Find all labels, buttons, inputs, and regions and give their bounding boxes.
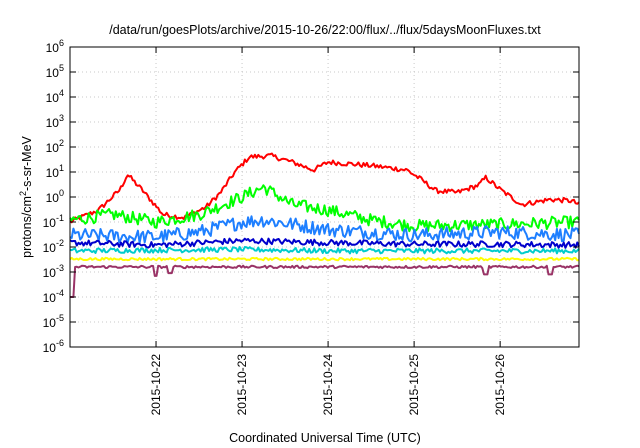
y-tick-base: 10 — [43, 341, 57, 355]
x-axis-label: Coordinated Universal Time (UTC) — [229, 431, 421, 445]
y-tick-base: 10 — [46, 41, 60, 55]
y-tick-label: 10-5 — [43, 313, 64, 330]
y-tick-label: 106 — [46, 38, 64, 55]
chart-title: /data/run/goesPlots/archive/2015-10-26/2… — [109, 23, 541, 37]
y-tick-label: 101 — [46, 163, 64, 180]
x-tick-label: 2015-10-22 — [149, 354, 163, 416]
y-tick-exponent: 0 — [59, 188, 64, 198]
y-tick-label: 104 — [46, 88, 64, 105]
series-line — [69, 237, 580, 249]
series-line — [69, 152, 580, 224]
y-tick-base: 10 — [43, 291, 57, 305]
y-tick-label: 10-4 — [43, 288, 64, 305]
y-tick-label: 10-3 — [43, 263, 64, 280]
y-tick-base: 10 — [46, 141, 60, 155]
series-line — [69, 184, 580, 233]
y-tick-exponent: -5 — [56, 313, 64, 323]
y-tick-exponent: 4 — [59, 88, 64, 98]
series-line — [69, 256, 580, 262]
y-tick-base: 10 — [46, 166, 60, 180]
y-tick-exponent: -2 — [56, 238, 64, 248]
y-axis-label: protons/cm2-s-sr-MeV — [18, 135, 34, 257]
grid-lines — [70, 47, 579, 347]
x-tick-label: 2015-10-26 — [493, 354, 507, 416]
y-tick-base: 10 — [43, 216, 57, 230]
x-axis-ticks: 2015-10-22 2015-10-23 2015-10-24 2015-10-25… — [149, 47, 507, 415]
series-line — [70, 264, 580, 298]
y-tick-label: 10-1 — [43, 213, 64, 230]
y-tick-label: 10-6 — [43, 338, 64, 355]
y-axis-label-rest: -s-sr-MeV — [20, 135, 34, 191]
y-tick-base: 10 — [46, 191, 60, 205]
data-series — [69, 152, 580, 298]
y-tick-exponent: 1 — [59, 163, 64, 173]
y-tick-label: 103 — [46, 113, 64, 130]
y-tick-exponent: -6 — [56, 338, 64, 348]
y-tick-label: 100 — [46, 188, 64, 205]
x-tick-label: 2015-10-25 — [407, 354, 421, 416]
y-axis-label-sup: 2 — [18, 191, 28, 196]
x-tick-label: 2015-10-24 — [321, 354, 335, 416]
y-tick-base: 10 — [46, 91, 60, 105]
y-tick-base: 10 — [46, 116, 60, 130]
y-tick-base: 10 — [43, 266, 57, 280]
series-line — [69, 215, 580, 244]
y-tick-exponent: -1 — [56, 213, 64, 223]
y-tick-base: 10 — [46, 66, 60, 80]
y-tick-exponent: 2 — [59, 138, 64, 148]
y-tick-base: 10 — [43, 316, 57, 330]
y-tick-exponent: -4 — [56, 288, 64, 298]
y-tick-exponent: 6 — [59, 38, 64, 48]
y-tick-label: 10-2 — [43, 238, 64, 255]
y-tick-exponent: 3 — [59, 113, 64, 123]
y-tick-label: 105 — [46, 63, 64, 80]
y-tick-label: 102 — [46, 138, 64, 155]
y-tick-exponent: 5 — [59, 63, 64, 73]
y-tick-exponent: -3 — [56, 263, 64, 273]
y-axis-label-main: protons/cm — [20, 196, 34, 258]
y-axis-ticks: 10-610-510-410-310-210-11001011021031041… — [43, 38, 579, 355]
y-tick-base: 10 — [43, 241, 57, 255]
series-line — [69, 246, 580, 255]
x-tick-label: 2015-10-23 — [235, 354, 249, 416]
